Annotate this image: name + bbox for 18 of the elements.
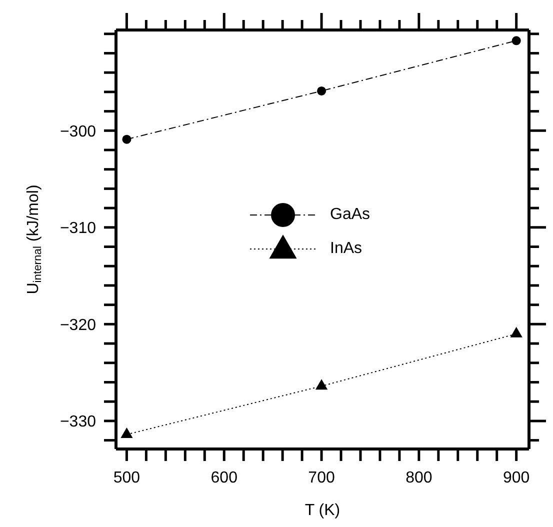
x-tick-label: 500 bbox=[113, 469, 140, 486]
y-tick-label: −300 bbox=[60, 123, 96, 140]
x-axis-title: T (K) bbox=[304, 502, 340, 519]
legend-label: GaAs bbox=[330, 206, 370, 224]
x-tick-label: 700 bbox=[308, 469, 335, 486]
x-tick-label: 900 bbox=[502, 469, 530, 486]
point bbox=[315, 379, 328, 390]
x-tick-label: 800 bbox=[406, 469, 432, 486]
point bbox=[120, 427, 133, 438]
point bbox=[317, 86, 326, 96]
y-tick-label: −320 bbox=[60, 316, 96, 334]
point bbox=[510, 326, 522, 338]
y-tick-label: −330 bbox=[60, 414, 96, 431]
legend-label: InAs bbox=[330, 240, 362, 258]
y-tick-label: −310 bbox=[60, 220, 96, 238]
x-tick-label: 600 bbox=[210, 469, 238, 486]
point bbox=[122, 134, 132, 144]
point bbox=[512, 36, 521, 46]
